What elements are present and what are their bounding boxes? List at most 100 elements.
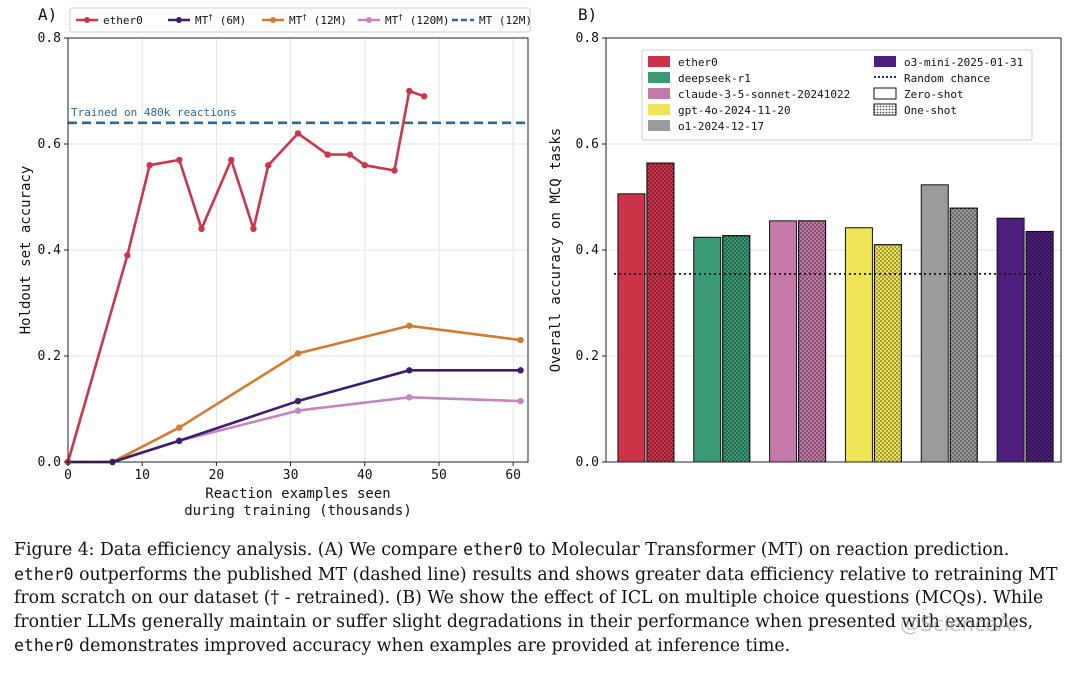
legend-label: deepseek-r1 — [678, 72, 751, 85]
panel-a-label: A) — [38, 5, 57, 24]
panel-a-legend: ether0 MT† (6M) MT† (12M) MT† (120M) MT (12M… — [69, 7, 532, 33]
x-tick-label: 30 — [283, 468, 299, 483]
caption-text: Figure 4: Data efficiency analysis. (A) … — [14, 540, 464, 560]
legend-suffix: (12M) — [307, 14, 347, 27]
data-point-mt12 — [176, 424, 183, 431]
legend-label-mt120: MT† (120M) — [385, 13, 449, 27]
legend-label-random-chance: Random chance — [904, 72, 990, 85]
legend-label: gpt-4o-2024-11-20 — [678, 104, 791, 117]
bar-one-shot-hatch — [722, 235, 751, 463]
caption-code: ether0 — [14, 564, 74, 584]
legend-label-mt6: MT† (6M) — [195, 13, 246, 27]
data-point-ether0 — [406, 87, 413, 95]
y-tick-label: 0.4 — [38, 243, 62, 258]
legend-swatch — [648, 72, 670, 83]
caption-text: outperforms the published MT (dashed lin… — [73, 564, 1058, 585]
legend-marker-ether0 — [84, 17, 90, 23]
legend-label-zero-shot: Zero-shot — [904, 88, 964, 101]
data-point-mt12 — [406, 322, 413, 329]
y-tick-label: 0.8 — [38, 31, 61, 46]
panel-a-reference: Trained on 480k reactions — [68, 106, 528, 125]
bar-one-shot-hatch — [949, 207, 978, 463]
caption-line: ether0 demonstrates improved accuracy wh… — [14, 634, 1072, 659]
panel-a: A) Trained on 480k reactions 0 10 20 30 40 50… — [18, 5, 532, 519]
series-line-mt12 — [68, 324, 521, 464]
panel-b-label: B) — [578, 5, 597, 24]
legend-swatch — [648, 120, 670, 131]
legend-label: claude-3-5-sonnet-20241022 — [678, 88, 850, 101]
bar-one-shot-hatch — [646, 162, 675, 463]
legend-swatch-one-shot — [873, 103, 897, 116]
x-label-line: during training (thousands) — [184, 503, 412, 519]
x-tick-label: 20 — [209, 468, 225, 483]
legend-name: MT — [195, 14, 209, 27]
y-tick-label: 0.2 — [38, 349, 61, 364]
data-point-ether0 — [420, 93, 428, 100]
legend-label: o1-2024-12-17 — [678, 120, 764, 133]
data-point-mt120 — [406, 394, 413, 401]
panel-a-x-label: Reaction examples seen during training (t… — [184, 486, 412, 519]
data-point-ether0 — [228, 156, 235, 164]
legend-box — [641, 49, 1033, 141]
legend-marker-mt6 — [176, 17, 182, 23]
legend-sup: † — [302, 13, 307, 22]
legend-label-mt-ref: MT (12M) — [479, 14, 532, 27]
data-point-mt6 — [517, 367, 524, 374]
legend-label: ether0 — [678, 56, 718, 69]
series-line-ether0 — [66, 89, 425, 463]
bar-zero-shot — [617, 193, 646, 463]
caption-text: demonstrates improved accuracy when exam… — [73, 636, 791, 657]
legend-swatch — [648, 56, 670, 67]
x-tick-label: 60 — [505, 468, 521, 483]
data-point-mt6 — [406, 367, 413, 374]
data-point-ether0 — [265, 162, 272, 169]
x-tick-label: 40 — [357, 468, 373, 483]
data-point-ether0 — [198, 225, 205, 232]
legend-swatch-zero-shot — [873, 87, 897, 100]
bar-one-shot-hatch — [1025, 230, 1054, 463]
legend-sup: † — [398, 13, 403, 22]
legend-box — [69, 7, 531, 33]
legend-swatch — [648, 104, 670, 115]
legend-label: o3-mini-2025-01-31 — [904, 56, 1023, 69]
panel-b: B) 0.0 0.2 0.4 0.6 0.8 Overall accuracy on M… — [548, 5, 1062, 470]
legend-suffix: (120M) — [403, 14, 449, 27]
panel-a-ticks: 0 10 20 30 40 50 60 0.0 0.2 0.4 0.6 0.8 — [38, 31, 521, 483]
panel-b-legend: ether0 deepseek-r1 claude-3-5-sonnet-20241… — [641, 49, 1033, 141]
data-point-ether0 — [250, 225, 257, 232]
series-line-mt120 — [68, 396, 521, 464]
legend-label-ether0: ether0 — [103, 14, 143, 27]
panel-a-y-label: Holdout set accuracy — [18, 166, 34, 335]
data-point-ether0 — [324, 151, 331, 158]
legend-marker-mt120 — [366, 17, 372, 23]
panel-b-y-label: Overall accuracy on MCQ tasks — [548, 128, 564, 372]
legend-label-mt12: MT† (12M) — [289, 13, 347, 27]
legend-name: MT — [289, 14, 303, 27]
data-point-mt6 — [294, 397, 302, 405]
legend-sup: † — [208, 13, 213, 22]
legend-marker-mt12 — [270, 17, 276, 23]
caption-code: ether0 — [463, 540, 523, 559]
x-tick-label: 10 — [134, 468, 150, 483]
data-point-mt12 — [294, 350, 302, 357]
caption-text: to Molecular Transformer (MT) on reactio… — [522, 540, 1010, 560]
legend-label-one-shot: One-shot — [904, 104, 957, 117]
caption-line: Figure 4: Data efficiency analysis. (A) … — [14, 538, 1072, 563]
caption-code: ether0 — [14, 636, 74, 656]
panel-b-ticks: 0.0 0.2 0.4 0.6 0.8 — [576, 31, 606, 470]
data-point-ether0 — [176, 156, 183, 164]
bar-zero-shot — [844, 227, 873, 463]
data-point-mt6 — [176, 437, 183, 444]
bar-zero-shot — [920, 184, 949, 463]
y-tick-label: 0.6 — [38, 137, 61, 152]
x-tick-label: 0 — [64, 468, 72, 483]
bar-one-shot-hatch — [798, 220, 827, 463]
legend-swatch — [874, 56, 896, 67]
panel-b-bars — [617, 162, 1054, 463]
caption-line: from scratch on our dataset († - retrain… — [14, 587, 1072, 611]
y-tick-label: 0.4 — [576, 243, 600, 258]
data-point-mt120 — [517, 397, 524, 405]
data-point-ether0 — [361, 162, 368, 169]
legend-swatch — [648, 88, 670, 99]
